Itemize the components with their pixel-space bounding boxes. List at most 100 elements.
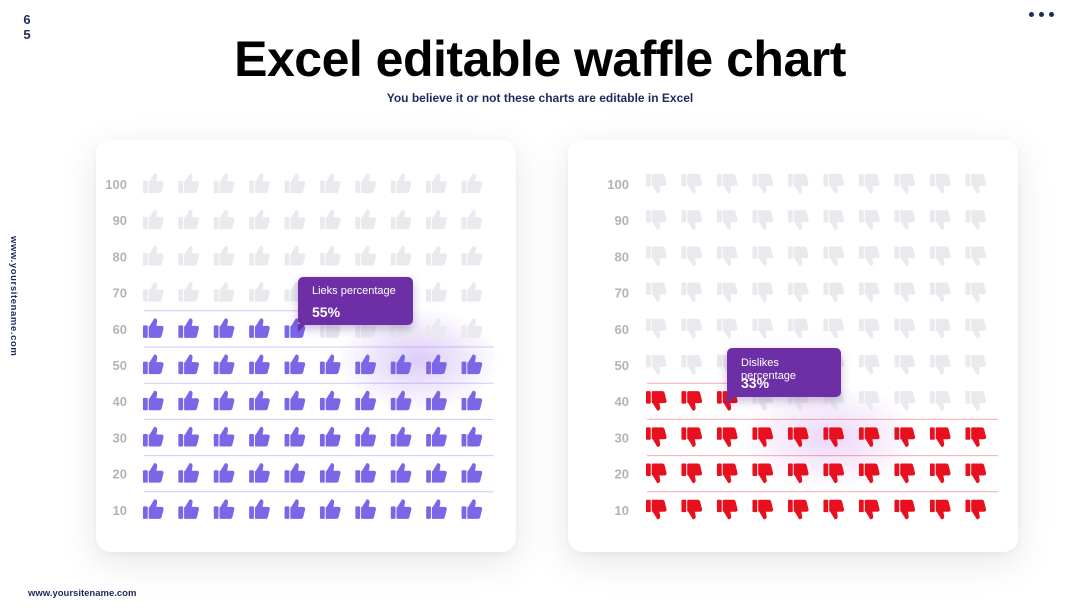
- dislikes-waffle-cell-filled: [645, 499, 667, 520]
- likes-waffle-cell-empty: [213, 209, 235, 230]
- likes-waffle-cell-empty: [213, 282, 235, 302]
- dislikes-waffle-cell-empty: [681, 246, 703, 266]
- likes-waffle-cell-empty: [426, 209, 447, 230]
- dislikes-waffle-cell-empty: [752, 173, 774, 194]
- dislikes-waffle-cell-filled: [929, 427, 951, 447]
- dislikes-waffle-cell-empty: [787, 318, 809, 339]
- dislikes-waffle-cell-empty: [929, 318, 951, 339]
- dislikes-waffle-cell-empty: [965, 173, 987, 194]
- likes-waffle-cell-filled: [390, 499, 412, 519]
- likes-waffle-cell-empty: [284, 173, 306, 194]
- dislikes-waffle-cell-empty: [787, 173, 809, 194]
- likes-waffle-cell-filled: [213, 354, 235, 375]
- likes-waffle-cell-filled: [178, 499, 199, 519]
- dislikes-waffle-cell-empty: [929, 282, 951, 303]
- likes-waffle-cell-filled: [426, 499, 447, 519]
- dislikes-waffle-cell-empty: [929, 210, 951, 230]
- dislikes-waffle-cell-filled: [716, 463, 738, 484]
- likes-waffle-cell-empty: [461, 282, 483, 302]
- dislikes-waffle-cell-filled: [787, 499, 809, 520]
- dislikes-waffle-cell-empty: [716, 282, 738, 303]
- dislikes-waffle-cell-empty: [929, 173, 951, 194]
- dislikes-waffle-cell-empty: [645, 354, 667, 375]
- likes-waffle-cell-filled: [249, 390, 270, 411]
- dislikes-waffle-cell-filled: [858, 499, 880, 520]
- likes-waffle-cell-filled: [426, 426, 447, 447]
- likes-waffle-cell-empty: [142, 173, 164, 194]
- likes-tooltip: Lieks percentage 55%: [298, 277, 413, 332]
- likes-waffle-cell-filled: [178, 318, 199, 338]
- likes-glow: [336, 308, 500, 412]
- dislikes-waffle-cell-empty: [645, 173, 667, 194]
- y-tick-label: 40: [113, 394, 127, 409]
- footer-url: www.yoursitename.com: [28, 588, 137, 599]
- dislikes-waffle-cell-empty: [787, 246, 809, 266]
- y-tick-label: 100: [607, 177, 629, 192]
- dislikes-waffle-cell-empty: [752, 246, 774, 266]
- likes-waffle-cell-empty: [142, 282, 164, 302]
- likes-waffle-cell-empty: [390, 209, 412, 230]
- page-title: Excel editable waffle chart: [234, 31, 846, 87]
- likes-waffle-cell-filled: [319, 499, 341, 519]
- dislikes-waffle-cell-filled: [823, 499, 845, 520]
- likes-waffle-cell-filled: [142, 463, 164, 483]
- dislikes-waffle-cell-empty: [716, 173, 738, 194]
- dislikes-waffle-cell-filled: [929, 463, 951, 484]
- likes-waffle-cell-empty: [249, 282, 270, 302]
- dislikes-waffle: 100 90 80 70 60 50 40 30 20 10: [607, 173, 998, 520]
- dislikes-waffle-cell-filled: [965, 499, 987, 520]
- likes-waffle-cell-filled: [284, 354, 306, 375]
- dislikes-waffle-cell-empty: [823, 282, 845, 303]
- dislikes-waffle-cell-empty: [929, 354, 951, 375]
- dislikes-waffle-cell-empty: [894, 210, 916, 230]
- likes-waffle-cell-empty: [284, 245, 306, 266]
- dislikes-waffle-cell-filled: [681, 463, 703, 484]
- dislikes-waffle-cell-empty: [787, 282, 809, 303]
- dislikes-waffle-cell-empty: [716, 318, 738, 339]
- likes-waffle-cell-empty: [213, 173, 235, 194]
- dislikes-waffle-cell-empty: [965, 210, 987, 230]
- likes-waffle-cell-empty: [355, 245, 376, 266]
- dislikes-waffle-cell-empty: [858, 210, 880, 230]
- likes-waffle-cell-filled: [142, 354, 164, 375]
- likes-waffle-cell-empty: [319, 245, 341, 266]
- dislikes-waffle-cell-filled: [716, 499, 738, 520]
- likes-waffle-cell-filled: [178, 390, 199, 411]
- y-tick-label: 90: [615, 213, 629, 228]
- more-options-icon[interactable]: [1029, 12, 1054, 17]
- dislikes-waffle-cell-empty: [752, 210, 774, 230]
- y-tick-label: 20: [615, 467, 629, 482]
- dislikes-waffle-cell-empty: [645, 246, 667, 266]
- likes-waffle-cell-empty: [426, 282, 447, 302]
- dislikes-waffle-cell-empty: [823, 173, 845, 194]
- page-number: 6 5: [22, 12, 32, 42]
- y-tick-label: 60: [615, 322, 629, 337]
- dislikes-waffle-cell-empty: [823, 318, 845, 339]
- likes-waffle-cell-filled: [213, 390, 235, 411]
- y-tick-label: 90: [113, 213, 127, 228]
- likes-waffle-cell-filled: [461, 426, 483, 447]
- likes-waffle-cell-filled: [355, 426, 376, 447]
- dislikes-waffle-cell-filled: [894, 499, 916, 520]
- dislikes-waffle-cell-filled: [645, 391, 667, 411]
- likes-waffle-cell-empty: [142, 245, 164, 266]
- likes-waffle-cell-empty: [178, 209, 199, 230]
- dislikes-waffle-cell-empty: [894, 282, 916, 303]
- dislikes-waffle-cell-empty: [858, 173, 880, 194]
- likes-waffle-cell-filled: [178, 354, 199, 375]
- page-number-digit: 5: [23, 27, 31, 42]
- dislikes-waffle-cell-empty: [894, 173, 916, 194]
- likes-waffle-cell-empty: [426, 173, 447, 194]
- y-tick-label: 100: [105, 177, 127, 192]
- likes-waffle-cell-filled: [390, 463, 412, 483]
- likes-waffle-cell-filled: [390, 426, 412, 447]
- likes-waffle-cell-filled: [284, 426, 306, 447]
- likes-waffle-cell-empty: [461, 245, 483, 266]
- dislikes-waffle-cell-empty: [645, 210, 667, 230]
- dislikes-waffle-cell-empty: [894, 318, 916, 339]
- y-tick-label: 30: [615, 430, 629, 445]
- likes-waffle-cell-empty: [178, 245, 199, 266]
- likes-waffle-cell-filled: [178, 463, 199, 483]
- dislikes-waffle-cell-empty: [787, 210, 809, 230]
